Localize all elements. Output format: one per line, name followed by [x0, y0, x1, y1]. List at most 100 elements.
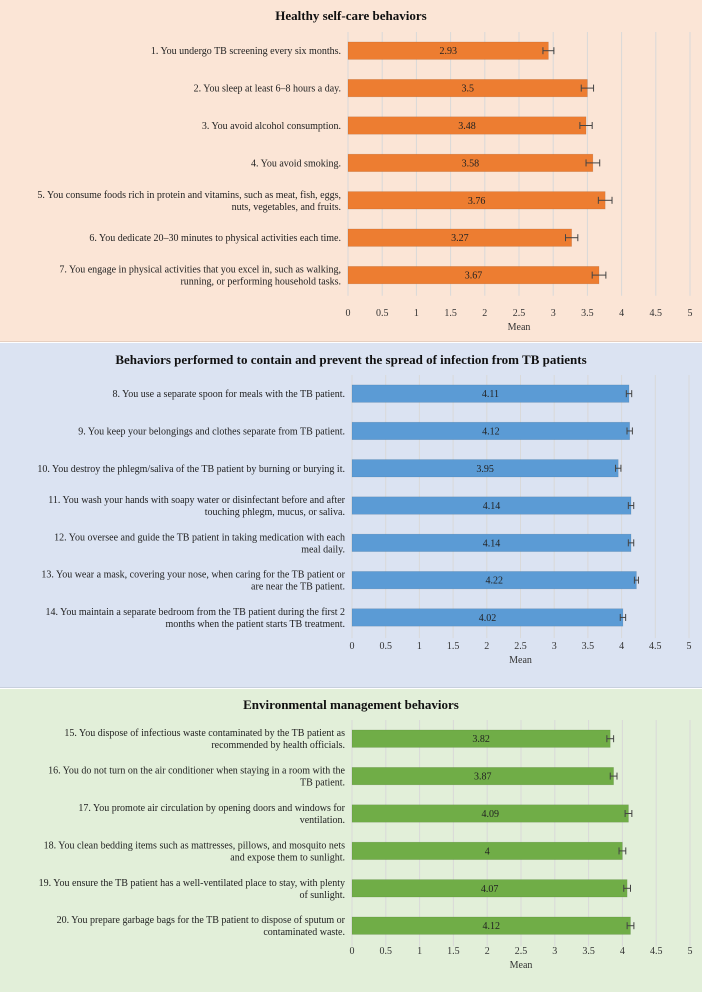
category-label: 16. You do not turn on the air condition…	[48, 766, 345, 789]
x-tick-label: 1	[417, 641, 422, 652]
x-tick-label: 4.5	[650, 308, 663, 319]
x-tick-label: 4	[619, 308, 624, 319]
category-label: 1. You undergo TB screening every six mo…	[151, 46, 341, 57]
x-tick-label: 2	[485, 946, 490, 957]
category-label-line: 9. You keep your belongings and clothes …	[78, 426, 345, 437]
category-label-line: 7. You engage in physical activities tha…	[59, 265, 341, 276]
x-axis-title: Mean	[510, 960, 533, 971]
category-label-line: contaminated waste.	[263, 927, 345, 938]
x-tick-label: 1.5	[447, 946, 460, 957]
category-label: 18. You clean bedding items such as matt…	[44, 840, 345, 863]
x-tick-label: 2.5	[513, 308, 526, 319]
x-tick-label: 4.5	[649, 641, 662, 652]
x-axis-title: Mean	[508, 322, 531, 333]
x-tick-label: 1	[417, 946, 422, 957]
category-label: 4. You avoid smoking.	[251, 158, 341, 169]
x-tick-label: 0.5	[376, 308, 389, 319]
x-tick-label: 0.5	[380, 946, 393, 957]
category-label-line: 3. You avoid alcohol consumption.	[202, 121, 341, 132]
category-label-line: 5. You consume foods rich in protein and…	[37, 190, 341, 201]
panel-title: Environmental management behaviors	[243, 697, 459, 712]
data-label: 4.12	[482, 426, 500, 437]
x-tick-label: 3	[551, 308, 556, 319]
x-tick-label: 3.5	[582, 641, 595, 652]
category-label-line: 18. You clean bedding items such as matt…	[44, 840, 345, 851]
x-tick-label: 0	[350, 946, 355, 957]
category-label-line: 15. You dispose of infectious waste cont…	[64, 728, 345, 739]
category-label: 14. You maintain a separate bedroom from…	[46, 607, 345, 630]
category-label-line: 13. You wear a mask, covering your nose,…	[41, 570, 345, 581]
category-label-line: ventilation.	[300, 815, 345, 826]
category-label-line: 14. You maintain a separate bedroom from…	[46, 607, 345, 618]
category-label: 8. You use a separate spoon for meals wi…	[112, 389, 345, 400]
category-label-line: 2. You sleep at least 6–8 hours a day.	[194, 84, 341, 95]
data-label: 4	[485, 846, 490, 857]
x-tick-label: 4	[620, 946, 625, 957]
category-label: 11. You wash your hands with soapy water…	[48, 495, 345, 518]
self-care-chart: 0 0.5 1 1.5 2 2.5 3 3.5 4 4.5 5 Mean 2.93 1. You unde…	[37, 32, 693, 333]
x-tick-label: 5	[688, 308, 693, 319]
category-label: 5. You consume foods rich in protein and…	[37, 190, 341, 213]
data-label: 3.67	[465, 271, 483, 282]
category-label-line: 16. You do not turn on the air condition…	[48, 766, 345, 777]
data-label: 3.48	[458, 121, 476, 132]
data-label: 4.11	[482, 389, 499, 400]
category-label: 2. You sleep at least 6–8 hours a day.	[194, 84, 341, 95]
category-label: 15. You dispose of infectious waste cont…	[64, 728, 345, 751]
data-label: 2.93	[439, 46, 457, 57]
category-label-line: meal daily.	[301, 544, 345, 555]
category-label: 17. You promote air circulation by openi…	[78, 803, 345, 826]
category-label-line: recommended by health officials.	[211, 740, 345, 751]
x-tick-label: 5	[688, 946, 693, 957]
environmental-panel: Environmental management behaviors 0 0.5 1…	[0, 689, 702, 992]
category-label-line: 4. You avoid smoking.	[251, 158, 341, 169]
category-label-line: running, or performing household tasks.	[180, 277, 341, 288]
category-label: 12. You oversee and guide the TB patient…	[54, 532, 345, 555]
category-label: 9. You keep your belongings and clothes …	[78, 426, 345, 437]
category-label-line: 1. You undergo TB screening every six mo…	[151, 46, 341, 57]
data-label: 4.07	[481, 884, 499, 895]
x-tick-label: 3	[552, 946, 557, 957]
x-tick-label: 2	[482, 308, 487, 319]
category-label-line: 6. You dedicate 20–30 minutes to physica…	[89, 233, 341, 244]
x-tick-label: 2.5	[514, 641, 527, 652]
data-label: 4.09	[481, 809, 499, 820]
category-label-line: 8. You use a separate spoon for meals wi…	[112, 389, 345, 400]
x-tick-label: 5	[687, 641, 692, 652]
category-label-line: TB patient.	[300, 778, 345, 789]
category-label-line: 17. You promote air circulation by openi…	[78, 803, 345, 814]
category-label: 10. You destroy the phlegm/saliva of the…	[37, 464, 345, 475]
category-label-line: and expose them to sunlight.	[230, 852, 345, 863]
panel-title: Behaviors performed to contain and preve…	[115, 352, 587, 367]
infection-control-chart: 0 0.5 1 1.5 2 2.5 3 3.5 4 4.5 5 Mean 4.11 8. You use …	[37, 375, 692, 666]
x-tick-label: 2	[484, 641, 489, 652]
category-label-line: 12. You oversee and guide the TB patient…	[54, 532, 345, 543]
category-label-line: of sunlight.	[299, 890, 345, 901]
data-label: 4.14	[483, 538, 501, 549]
category-label: 3. You avoid alcohol consumption.	[202, 121, 341, 132]
data-label: 3.5	[461, 84, 474, 95]
x-tick-label: 0.5	[379, 641, 392, 652]
category-label: 19. You ensure the TB patient has a well…	[39, 878, 345, 901]
category-label-line: are near the TB patient.	[251, 582, 345, 593]
panel-title: Healthy self-care behaviors	[275, 8, 427, 23]
category-label: 13. You wear a mask, covering your nose,…	[41, 570, 345, 593]
x-tick-label: 0	[346, 308, 351, 319]
category-label-line: 20. You prepare garbage bags for the TB …	[57, 915, 346, 926]
category-label-line: months when the patient starts TB treatm…	[165, 619, 345, 630]
self-care-panel: Healthy self-care behaviors 0 0.5 1 1.5 2 2.5…	[0, 0, 702, 342]
x-tick-label: 4.5	[650, 946, 663, 957]
category-label-line: nuts, vegetables, and fruits.	[232, 202, 341, 213]
data-label: 3.82	[472, 734, 490, 745]
category-label: 20. You prepare garbage bags for the TB …	[57, 915, 346, 938]
category-label: 7. You engage in physical activities tha…	[59, 265, 341, 288]
data-label: 4.14	[483, 501, 501, 512]
x-tick-label: 3.5	[582, 946, 595, 957]
data-label: 4.02	[479, 613, 497, 624]
x-tick-label: 4	[619, 641, 624, 652]
x-axis-title: Mean	[509, 655, 532, 666]
x-tick-label: 2.5	[515, 946, 528, 957]
environmental-chart: 0 0.5 1 1.5 2 2.5 3 3.5 4 4.5 5 Mean 3.82 15. You dis…	[39, 720, 693, 971]
x-tick-label: 3.5	[581, 308, 594, 319]
data-label: 3.27	[451, 233, 469, 244]
